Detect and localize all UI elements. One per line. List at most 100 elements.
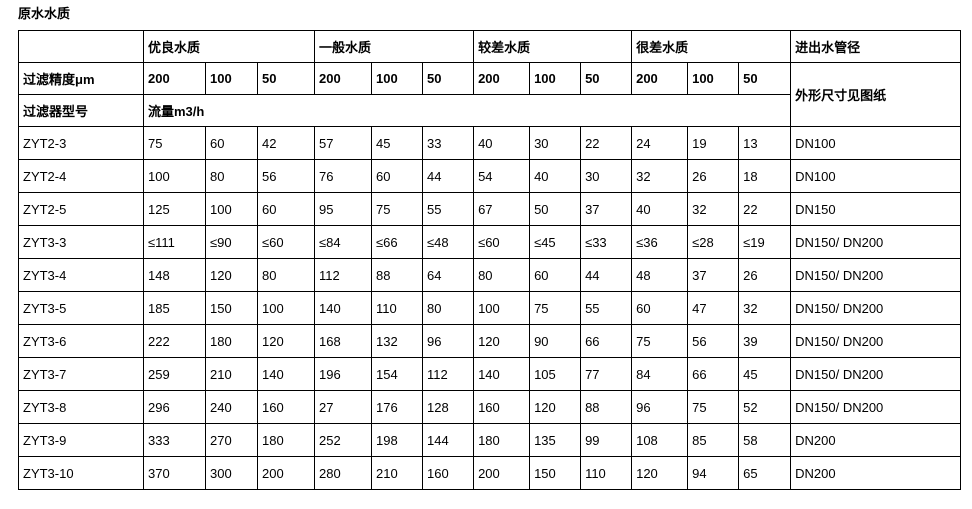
flow-value-cell: 125 bbox=[143, 192, 206, 226]
model-cell: ZYT3-5 bbox=[18, 291, 144, 325]
flow-value-cell: 13 bbox=[738, 126, 792, 160]
flow-value-cell: 100 bbox=[256, 291, 316, 325]
flow-value-cell: 80 bbox=[473, 258, 531, 292]
dimension-note-cell: 外形尺寸见图纸 bbox=[790, 62, 962, 127]
precision-value-cell: 200 bbox=[143, 62, 206, 95]
flow-value-cell: 60 bbox=[371, 159, 424, 193]
flow-value-cell: 210 bbox=[205, 357, 258, 391]
pipe-cell: DN150/ DN200 bbox=[790, 357, 962, 391]
flow-value-cell: 30 bbox=[580, 159, 633, 193]
flow-value-cell: 240 bbox=[205, 390, 258, 424]
flow-value-cell: 176 bbox=[371, 390, 424, 424]
pipe-cell: DN100 bbox=[790, 159, 962, 193]
flow-value-cell: 75 bbox=[631, 324, 689, 358]
flow-value-cell: 24 bbox=[631, 126, 689, 160]
precision-value-cell: 100 bbox=[205, 62, 258, 95]
flow-value-cell: 58 bbox=[738, 423, 792, 457]
flow-value-cell: 57 bbox=[314, 126, 373, 160]
model-cell: ZYT3-4 bbox=[18, 258, 144, 292]
table-row: ZYT3-5 185 150 100 140 110 80 100 75 55 60 47 32 DN15… bbox=[18, 291, 962, 325]
model-label-cell: 过滤器型号 bbox=[18, 94, 144, 127]
flow-value-cell: 100 bbox=[205, 192, 258, 226]
flow-value-cell: 40 bbox=[631, 192, 689, 226]
flow-value-cell: 48 bbox=[631, 258, 689, 292]
table-row: ZYT3-10 370 300 200 280 210 160 200 150 110 120 94 6… bbox=[18, 456, 962, 490]
flow-value-cell: 26 bbox=[687, 159, 740, 193]
flow-value-cell: ≤33 bbox=[580, 225, 633, 259]
flow-value-cell: 120 bbox=[256, 324, 316, 358]
quality-header-excellent: 优良水质 bbox=[142, 30, 316, 63]
flow-value-cell: 112 bbox=[422, 357, 475, 391]
flow-value-cell: 45 bbox=[371, 126, 424, 160]
precision-value-cell: 50 bbox=[580, 62, 633, 95]
flow-value-cell: 90 bbox=[529, 324, 582, 358]
pipe-cell: DN150 bbox=[790, 192, 962, 226]
flow-value-cell: 140 bbox=[473, 357, 531, 391]
flow-value-cell: ≤19 bbox=[738, 225, 792, 259]
flow-value-cell: 40 bbox=[529, 159, 582, 193]
flow-value-cell: 60 bbox=[205, 126, 258, 160]
flow-value-cell: 140 bbox=[314, 291, 373, 325]
water-quality-table: 优良水质 一般水质 较差水质 很差水质 进出水管径 过滤精度μm 200 100 5… bbox=[18, 30, 962, 490]
pipe-cell: DN200 bbox=[790, 423, 962, 457]
flow-value-cell: 88 bbox=[371, 258, 424, 292]
pipe-cell: DN150/ DN200 bbox=[790, 225, 962, 259]
flow-value-cell: 112 bbox=[314, 258, 373, 292]
flow-value-cell: ≤111 bbox=[143, 225, 206, 259]
flow-value-cell: 148 bbox=[143, 258, 206, 292]
flow-value-cell: 32 bbox=[687, 192, 740, 226]
flow-value-cell: 75 bbox=[529, 291, 582, 325]
flow-value-cell: 33 bbox=[422, 126, 475, 160]
flow-value-cell: 105 bbox=[529, 357, 582, 391]
flow-value-cell: 54 bbox=[473, 159, 531, 193]
flow-value-cell: ≤28 bbox=[687, 225, 740, 259]
pipe-cell: DN100 bbox=[790, 126, 962, 160]
flow-value-cell: 32 bbox=[738, 291, 792, 325]
flow-value-cell: 99 bbox=[580, 423, 633, 457]
flow-value-cell: 27 bbox=[314, 390, 373, 424]
flow-value-cell: 160 bbox=[256, 390, 316, 424]
quality-header-general: 一般水质 bbox=[314, 30, 475, 63]
flow-value-cell: 120 bbox=[205, 258, 258, 292]
model-cell: ZYT3-3 bbox=[18, 225, 144, 259]
flow-value-cell: 259 bbox=[143, 357, 206, 391]
flow-value-cell: 160 bbox=[473, 390, 531, 424]
quality-header-very-poor: 很差水质 bbox=[631, 30, 792, 63]
flow-value-cell: 196 bbox=[314, 357, 373, 391]
flow-value-cell: 108 bbox=[631, 423, 689, 457]
flow-value-cell: 39 bbox=[738, 324, 792, 358]
flow-value-cell: 60 bbox=[256, 192, 316, 226]
flow-value-cell: 18 bbox=[738, 159, 792, 193]
flow-value-cell: 88 bbox=[580, 390, 633, 424]
table-row: ZYT3-3 ≤111 ≤90 ≤60 ≤84 ≤66 ≤48 ≤60 ≤45 ≤33 ≤36 ≤28… bbox=[18, 225, 962, 259]
flow-value-cell: 67 bbox=[473, 192, 531, 226]
flow-value-cell: 95 bbox=[314, 192, 373, 226]
flow-value-cell: ≤90 bbox=[205, 225, 258, 259]
model-cell: ZYT2-5 bbox=[18, 192, 144, 226]
flow-value-cell: 60 bbox=[631, 291, 689, 325]
pipe-cell: DN150/ DN200 bbox=[790, 291, 962, 325]
precision-value-cell: 50 bbox=[738, 62, 792, 95]
model-cell: ZYT3-10 bbox=[18, 456, 144, 490]
flow-value-cell: 222 bbox=[143, 324, 206, 358]
flow-value-cell: 140 bbox=[256, 357, 316, 391]
quality-header-row: 优良水质 一般水质 较差水质 很差水质 进出水管径 bbox=[18, 30, 962, 63]
flow-value-cell: 210 bbox=[371, 456, 424, 490]
flow-value-cell: 100 bbox=[143, 159, 206, 193]
flow-value-cell: 66 bbox=[580, 324, 633, 358]
corner-cell bbox=[18, 30, 144, 63]
flow-value-cell: ≤60 bbox=[473, 225, 531, 259]
flow-value-cell: 333 bbox=[143, 423, 206, 457]
flow-value-cell: 44 bbox=[422, 159, 475, 193]
flow-value-cell: 85 bbox=[687, 423, 740, 457]
precision-value-cell: 200 bbox=[473, 62, 531, 95]
flow-value-cell: 180 bbox=[205, 324, 258, 358]
flow-value-cell: 168 bbox=[314, 324, 373, 358]
flow-value-cell: 60 bbox=[529, 258, 582, 292]
flow-value-cell: 300 bbox=[205, 456, 258, 490]
flow-value-cell: 30 bbox=[529, 126, 582, 160]
flow-value-cell: 64 bbox=[422, 258, 475, 292]
flow-value-cell: 270 bbox=[205, 423, 258, 457]
pipe-cell: DN150/ DN200 bbox=[790, 324, 962, 358]
flow-value-cell: 154 bbox=[371, 357, 424, 391]
